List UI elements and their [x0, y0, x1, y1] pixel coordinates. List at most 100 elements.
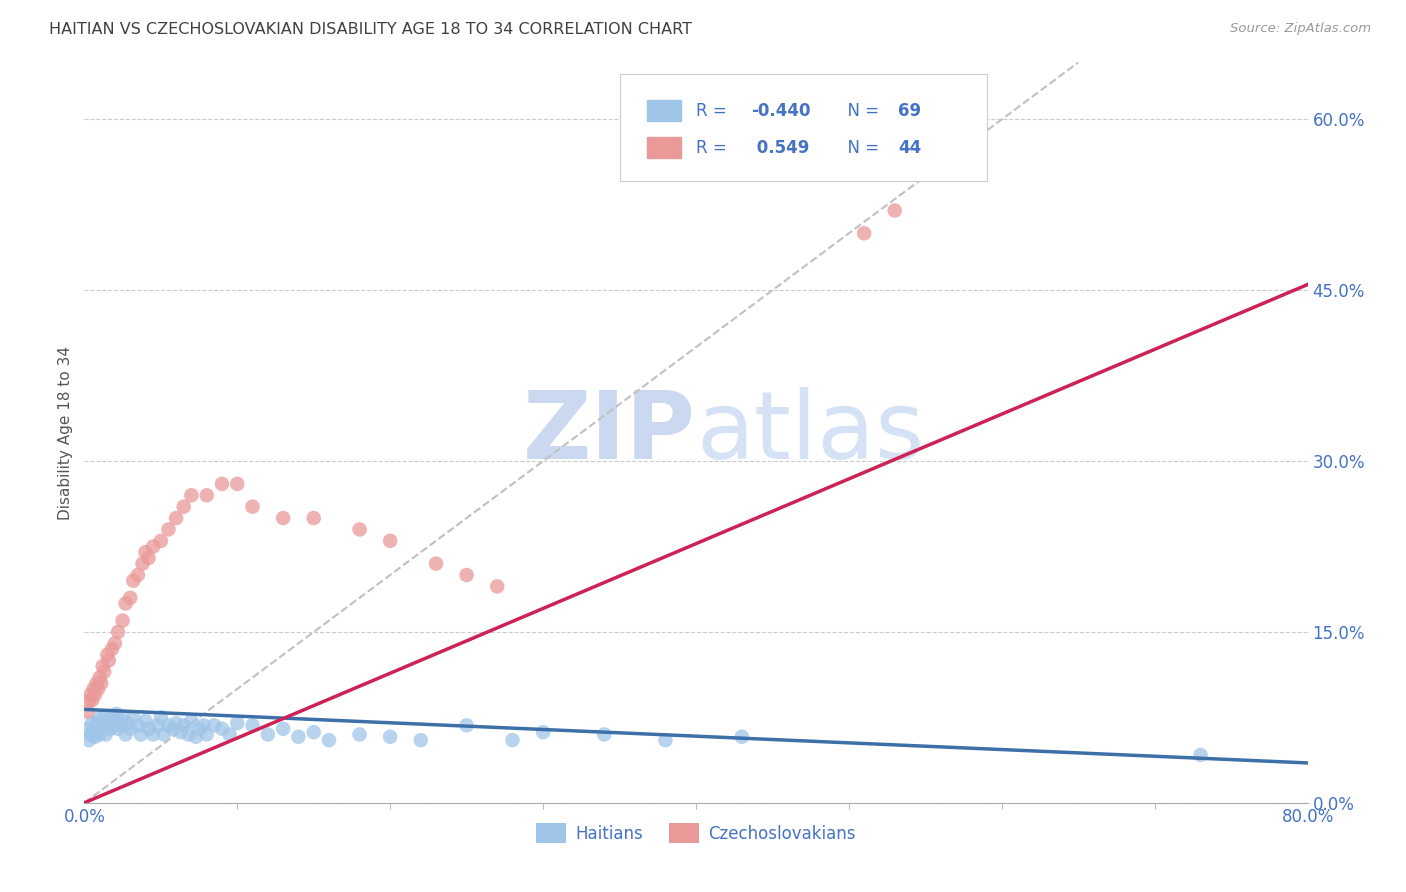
Text: 44: 44 [898, 138, 921, 157]
Point [271, 722, 294, 736]
Text: -0.440: -0.440 [751, 102, 810, 120]
Point [349, 523, 371, 537]
Point [114, 727, 136, 741]
Point [94, 727, 117, 741]
Point [93, 665, 115, 679]
Point [79, 727, 101, 741]
Point [195, 488, 218, 502]
Point [173, 718, 195, 732]
Point [127, 718, 149, 732]
Point [90, 676, 112, 690]
Point [77, 733, 100, 747]
Point [86, 725, 108, 739]
Point [86, 716, 108, 731]
Point [287, 730, 309, 744]
Point [114, 597, 136, 611]
Point [83, 681, 105, 696]
Text: Source: ZipAtlas.com: Source: ZipAtlas.com [1230, 22, 1371, 36]
Point [593, 727, 616, 741]
Point [120, 591, 142, 605]
Point [380, 730, 402, 744]
Point [1189, 747, 1212, 762]
Point [89, 671, 111, 685]
Point [188, 722, 211, 736]
Point [79, 688, 101, 702]
Point [184, 730, 207, 744]
Point [170, 725, 193, 739]
Bar [647, 100, 682, 121]
Point [271, 511, 294, 525]
Point [226, 716, 249, 731]
Text: R =: R = [696, 138, 733, 157]
Point [131, 557, 153, 571]
Point [654, 733, 676, 747]
Point [101, 642, 124, 657]
Point [120, 722, 142, 736]
Point [142, 540, 165, 554]
Point [91, 659, 114, 673]
Point [409, 733, 432, 747]
Point [853, 227, 876, 241]
Point [157, 523, 180, 537]
Point [89, 710, 111, 724]
Point [135, 545, 157, 559]
Legend: Haitians, Czechoslovakians: Haitians, Czechoslovakians [529, 816, 863, 850]
Point [302, 725, 325, 739]
Point [105, 706, 128, 721]
Point [104, 718, 127, 732]
Point [180, 488, 202, 502]
Point [76, 722, 98, 736]
Point [138, 550, 160, 565]
Point [165, 716, 187, 731]
Point [180, 714, 202, 728]
Point [89, 727, 111, 741]
Point [425, 557, 447, 571]
Point [242, 500, 264, 514]
Point [142, 727, 165, 741]
Point [380, 533, 402, 548]
Point [318, 733, 340, 747]
Point [96, 648, 118, 662]
Point [90, 716, 112, 731]
Point [149, 533, 172, 548]
Point [80, 727, 103, 741]
Point [195, 727, 218, 741]
Point [115, 716, 138, 731]
Y-axis label: Disability Age 18 to 34: Disability Age 18 to 34 [58, 345, 73, 520]
Point [93, 710, 115, 724]
Point [226, 476, 249, 491]
Point [86, 676, 108, 690]
Point [146, 718, 169, 732]
Point [502, 733, 524, 747]
Point [302, 511, 325, 525]
Text: 69: 69 [898, 102, 921, 120]
Point [202, 718, 225, 732]
Point [96, 718, 118, 732]
Point [97, 653, 120, 667]
Point [257, 727, 280, 741]
Point [77, 693, 100, 707]
Point [83, 722, 105, 736]
Point [242, 718, 264, 732]
Point [76, 705, 98, 719]
Point [101, 710, 124, 724]
Point [127, 568, 149, 582]
Point [80, 716, 103, 731]
Text: N =: N = [837, 138, 884, 157]
Point [883, 203, 905, 218]
Point [486, 579, 509, 593]
Point [110, 718, 132, 732]
Point [349, 727, 371, 741]
Point [211, 476, 233, 491]
Point [107, 624, 129, 639]
Point [122, 574, 145, 588]
Point [138, 722, 160, 736]
Point [531, 725, 554, 739]
Point [218, 727, 240, 741]
Point [153, 727, 176, 741]
Point [157, 718, 180, 732]
Point [84, 730, 107, 744]
Text: N =: N = [837, 102, 884, 120]
Bar [647, 137, 682, 158]
Point [177, 727, 200, 741]
